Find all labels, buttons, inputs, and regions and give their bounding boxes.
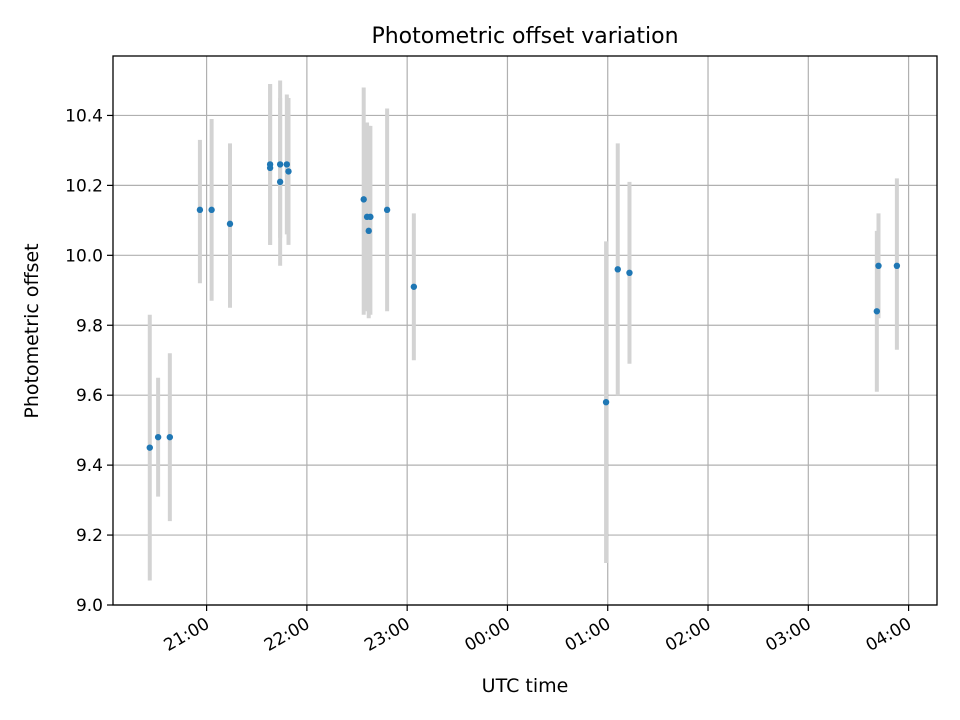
x-gridlines xyxy=(205,56,910,605)
plot-area xyxy=(113,56,937,605)
chart-title: Photometric offset variation xyxy=(371,24,678,49)
y-tick-label: 9.4 xyxy=(76,456,103,476)
data-point xyxy=(873,308,881,315)
data-point xyxy=(410,283,418,290)
data-point xyxy=(614,266,621,273)
y-tick-label: 9.2 xyxy=(76,526,103,546)
data-point xyxy=(276,178,284,186)
data-point xyxy=(283,161,291,168)
data-points xyxy=(146,161,901,451)
y-tick-label: 9.0 xyxy=(76,596,103,616)
y-tick-label: 10.4 xyxy=(65,106,103,126)
plot-frame xyxy=(112,55,938,606)
data-point xyxy=(602,398,610,406)
data-point xyxy=(285,168,292,175)
y-tick-label: 10.2 xyxy=(65,176,103,196)
y-tick-label: 9.6 xyxy=(76,386,103,406)
data-point xyxy=(875,262,882,270)
data-point xyxy=(226,220,234,228)
data-point xyxy=(626,269,633,277)
data-point xyxy=(196,206,204,214)
y-tick-label: 10.0 xyxy=(65,246,103,266)
data-point xyxy=(367,213,374,221)
x-axis-label: UTC time xyxy=(482,675,569,697)
data-point xyxy=(365,227,372,235)
data-point xyxy=(154,433,162,441)
y-axis-label: Photometric offset xyxy=(21,243,43,418)
data-point xyxy=(383,206,391,214)
data-point xyxy=(360,196,367,203)
data-point xyxy=(146,444,153,451)
data-point xyxy=(208,206,215,214)
y-axis-ticks: 9.0 9.2 9.4 9.6 9.8 10.0 10.2 10.4 xyxy=(65,106,113,616)
data-point xyxy=(266,164,274,172)
y-tick-label: 9.8 xyxy=(76,316,103,336)
data-point xyxy=(166,433,174,441)
data-point xyxy=(893,262,901,270)
data-point xyxy=(276,161,284,168)
